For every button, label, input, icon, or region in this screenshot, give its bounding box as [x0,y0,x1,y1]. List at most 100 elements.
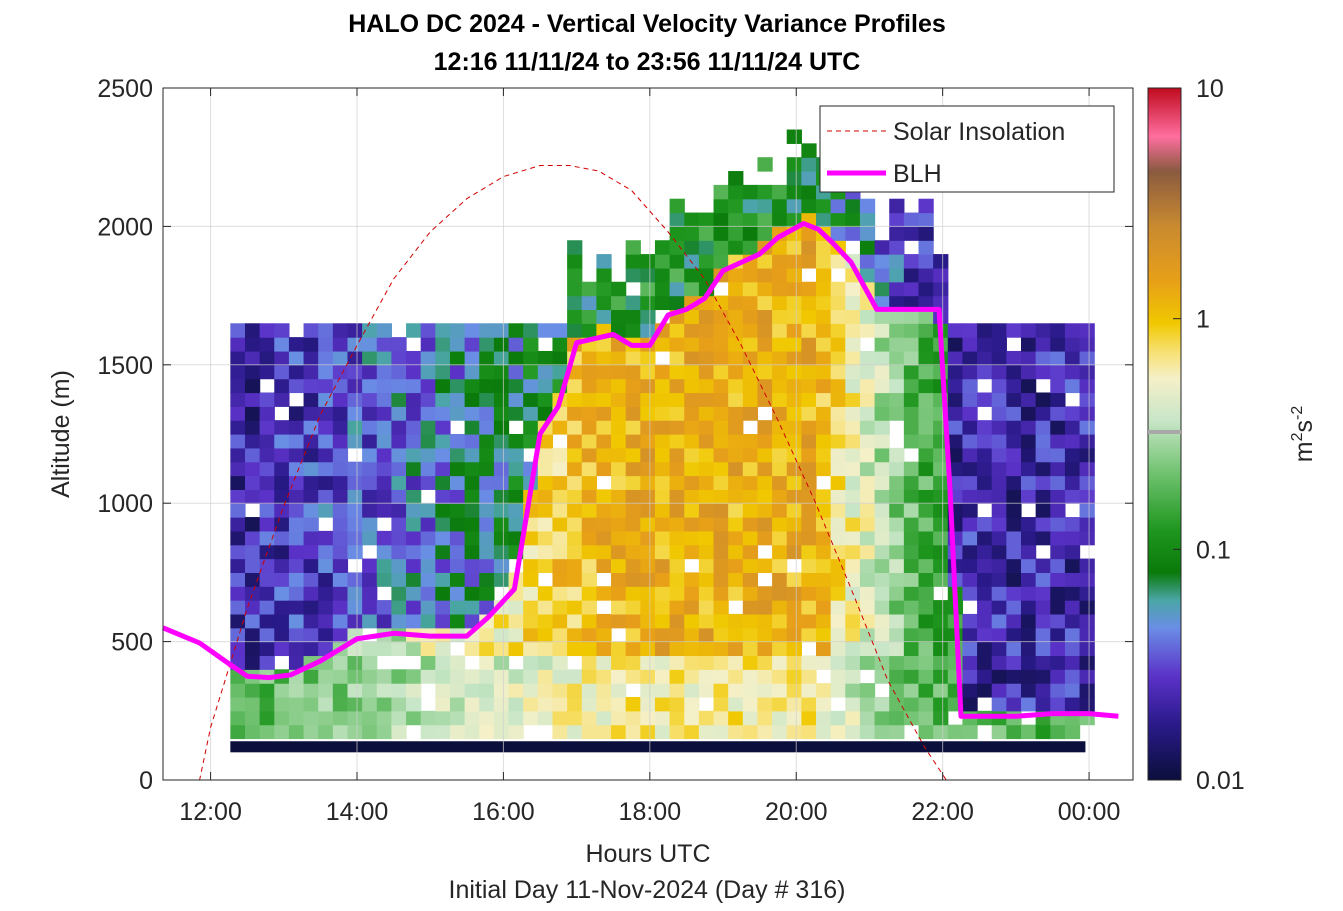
variance-cell [742,655,759,670]
variance-cell [654,641,671,657]
variance-cell [713,309,729,324]
variance-cell [918,240,934,255]
variance-cell [874,613,890,629]
variance-cell [1020,683,1037,698]
variance-cell [508,669,524,684]
variance-cell [288,641,305,657]
variance-cell [435,586,451,601]
variance-cell [288,350,305,366]
variance-cell [845,447,861,463]
variance-cell [654,558,671,573]
variance-cell [259,558,275,573]
variance-cell [786,171,802,186]
variance-cell [611,406,627,421]
variance-cell [918,641,934,657]
variance-cell [332,337,349,352]
variance-cell [772,350,788,366]
variance-cell [303,378,319,394]
variance-cell [859,696,876,712]
variance-cell [816,683,832,698]
variance-cell [903,627,920,643]
variance-cell [1020,337,1037,352]
variance-cell [947,350,964,366]
variance-cell [654,267,671,283]
variance-cell [1064,724,1081,740]
variance-cell [977,337,993,352]
variance-cell [684,696,700,712]
variance-cell [508,447,524,463]
variance-cell [830,683,846,698]
variance-cell [757,254,773,269]
variance-cell [728,378,744,394]
variance-cell [274,724,290,740]
variance-cell [889,683,905,698]
variance-cell [508,641,524,657]
variance-cell [713,323,729,338]
variance-cell [1050,475,1066,490]
variance-cell [669,517,685,532]
variance-cell [537,517,554,532]
variance-cell [713,392,729,407]
variance-cell [493,544,510,560]
variance-cell [830,572,846,587]
variance-cell [772,572,788,587]
variance-cell [772,392,788,407]
variance-cell [962,586,978,601]
variance-cell [977,641,993,657]
variance-cell [801,378,817,394]
variance-cell [845,309,861,324]
variance-cell [874,378,890,394]
variance-cell [742,696,759,712]
variance-cell [332,683,349,698]
variance-cell [420,600,436,615]
variance-cell [596,530,612,546]
variance-cell [567,683,583,698]
variance-cell [830,461,846,477]
variance-cell [654,683,671,698]
variance-cell [698,503,715,518]
variance-cell [1020,613,1037,629]
variance-cell [801,364,817,380]
variance-cell [728,530,744,546]
variance-cell [288,683,305,698]
colorbar-label-base: m [1290,441,1318,462]
variance-cell [435,461,451,477]
variance-cell [845,696,861,712]
variance-cell [347,710,363,726]
variance-cell [918,696,934,712]
variance-cell [508,337,524,352]
y-tick-label: 1000 [97,490,153,518]
variance-cell [903,392,920,407]
variance-cell [918,392,934,407]
variance-cell [1020,724,1037,740]
variance-cell [816,434,832,449]
variance-cell [933,613,949,629]
variance-cell [625,489,641,504]
variance-cell [1050,378,1066,394]
variance-cell [303,696,319,712]
variance-cell [962,544,978,560]
variance-cell [772,724,788,740]
variance-cell [464,696,480,712]
variance-cell [303,337,319,352]
variance-cell [230,378,246,394]
variance-cell [1050,461,1066,477]
variance-cell [684,281,700,297]
variance-cell [654,461,671,477]
variance-cell [962,530,978,546]
variance-cell [684,669,700,684]
variance-cell [772,530,788,546]
variance-cell [288,600,305,615]
variance-cell [830,226,846,241]
variance-cell [801,600,817,615]
variance-cell [757,212,773,227]
variance-cell [772,613,788,629]
variance-cell [786,655,802,670]
variance-cell [508,323,524,338]
variance-cell [859,489,876,504]
variance-cell [567,420,583,435]
variance-cell [845,724,861,740]
variance-cell [742,669,759,684]
variance-cell [684,447,700,463]
variance-cell [757,323,773,338]
